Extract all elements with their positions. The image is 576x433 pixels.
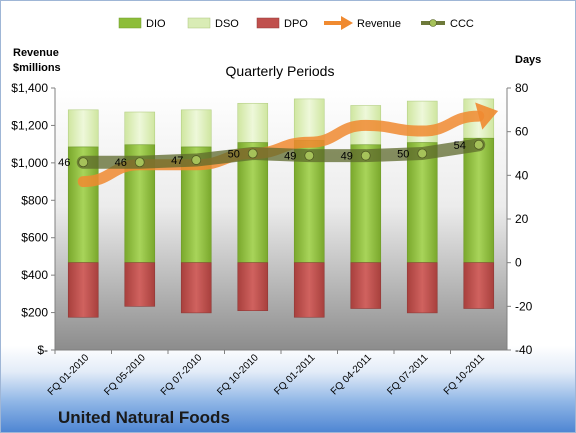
left-tick-label: $1,000	[11, 156, 48, 170]
legend-label-dso: DSO	[215, 18, 239, 30]
right-tick-label: -20	[515, 299, 533, 313]
x-category-label: FQ 10-2011	[442, 352, 487, 397]
legend-label-ccc: CCC	[450, 18, 474, 30]
bar-dio	[350, 144, 382, 263]
left-tick-label: $600	[21, 231, 48, 245]
ccc-marker	[304, 150, 315, 161]
ccc-data-label: 49	[341, 151, 353, 163]
bar-dio	[237, 142, 269, 263]
x-category-label: FQ 07-2010	[159, 352, 205, 398]
bar-dpo	[67, 262, 99, 318]
legend-label-dio: DIO	[146, 18, 166, 30]
bar-dpo	[406, 262, 438, 314]
x-category-label: FQ 01-2011	[272, 352, 317, 397]
bar-dso	[180, 109, 212, 148]
legend-label-dpo: DPO	[284, 18, 308, 30]
legend-swatch-dso	[187, 17, 211, 29]
x-category-label: FQ 04-2011	[329, 352, 374, 397]
left-tick-label: $800	[21, 193, 48, 207]
left-tick-label: $1,400	[11, 81, 48, 95]
ccc-data-label: 46	[115, 157, 127, 169]
bar-dso	[67, 109, 99, 148]
legend-swatch-ccc	[421, 19, 445, 27]
ccc-marker	[191, 155, 202, 165]
bar-dpo	[124, 262, 156, 307]
x-category-label: FQ 07-2011	[385, 352, 430, 397]
ccc-marker	[247, 148, 258, 159]
left-tick-label: $400	[21, 268, 48, 282]
left-tick-label: $-	[37, 343, 48, 357]
legend-label-revenue: Revenue	[357, 18, 401, 30]
left-axis-label-line1: Revenue	[13, 47, 59, 59]
left-tick-label: $1,200	[11, 118, 48, 132]
ccc-data-label: 50	[397, 149, 409, 161]
bar-dpo	[237, 262, 269, 311]
chart-title: Quarterly Periods	[226, 63, 335, 79]
bar-dso	[293, 98, 325, 141]
bar-dso	[237, 102, 269, 143]
ccc-data-label: 54	[454, 140, 466, 152]
bar-dpo	[350, 262, 382, 309]
ccc-data-label: 50	[228, 149, 240, 161]
bar-dio	[406, 142, 438, 263]
bar-dio	[463, 137, 495, 263]
legend-swatch-dpo	[256, 17, 280, 29]
left-tick-label: $200	[21, 306, 48, 320]
right-axis-label: Days	[515, 54, 541, 66]
bar-dpo	[293, 262, 325, 318]
ccc-data-label: 47	[171, 155, 183, 167]
ccc-marker	[473, 139, 484, 150]
right-tick-label: 80	[515, 81, 529, 95]
company-name: United Natural Foods	[58, 408, 230, 427]
legend-swatch-revenue	[324, 16, 353, 30]
right-tick-label: 20	[515, 212, 529, 226]
right-tick-label: 0	[515, 256, 522, 270]
revenue-arrowhead	[475, 102, 499, 130]
bar-dpo	[180, 262, 212, 314]
x-category-label: FQ 05-2010	[102, 352, 148, 398]
ccc-data-label: 49	[284, 151, 296, 163]
legend: DIO DSO DPO Revenue CCC	[118, 16, 474, 30]
right-tick-label: 40	[515, 168, 529, 182]
x-category-label: FQ 10-2010	[215, 352, 261, 398]
x-category-label: FQ 01-2010	[46, 352, 92, 398]
bar-dso	[124, 111, 156, 146]
ccc-marker	[417, 148, 428, 159]
bar-dpo	[463, 262, 495, 309]
left-axis-label-line2: $millions	[13, 62, 61, 74]
right-tick-label: -40	[515, 343, 533, 357]
right-tick-label: 60	[515, 125, 529, 139]
ccc-line	[76, 138, 486, 169]
ccc-marker	[78, 157, 89, 168]
ccc-series: 46 46 47 50 49 49 50 54	[58, 138, 486, 169]
legend-swatch-dio	[118, 17, 142, 29]
ccc-marker	[360, 150, 371, 161]
ccc-marker	[134, 157, 145, 168]
ccc-data-label: 46	[58, 157, 70, 169]
